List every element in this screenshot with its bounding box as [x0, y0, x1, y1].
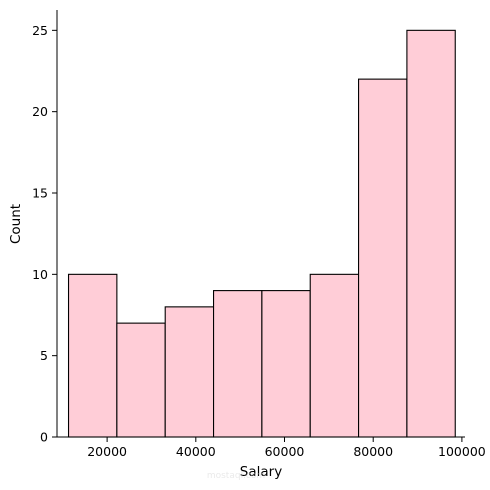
histogram-bar: [309, 273, 360, 438]
x-ticks-group: 20000 40000 60000 80000 100000: [87, 437, 486, 459]
y-tick-label: 0: [40, 430, 48, 445]
x-axis-label: Salary: [240, 464, 282, 480]
histogram-bar: [67, 273, 118, 438]
histogram-bar: [212, 290, 263, 438]
histogram-bar: [261, 290, 311, 438]
histogram-bar: [116, 322, 166, 438]
watermark-text: mostaql.com: [207, 471, 265, 481]
watermark-logo: mostaql.com: [207, 471, 265, 481]
y-tick-label: 20: [32, 104, 48, 119]
y-tick-label: 15: [32, 186, 48, 201]
y-tick-label: 10: [32, 267, 48, 282]
y-tick-label: 25: [32, 23, 48, 38]
x-tick-label: 20000: [87, 444, 127, 459]
bars-group: [67, 29, 456, 438]
x-tick-label: 100000: [438, 444, 486, 459]
x-tick-label: 40000: [176, 444, 216, 459]
x-tick-label: 60000: [265, 444, 305, 459]
y-ticks-group: 0 5 10 15 20 25: [32, 23, 57, 445]
histogram-bar: [358, 78, 408, 438]
y-tick-label: 5: [40, 348, 48, 363]
histogram-bar: [406, 29, 456, 438]
axes-group: [56, 10, 465, 438]
y-axis-label: Count: [8, 204, 24, 244]
histogram-bar: [164, 306, 215, 438]
x-tick-label: 80000: [353, 444, 393, 459]
